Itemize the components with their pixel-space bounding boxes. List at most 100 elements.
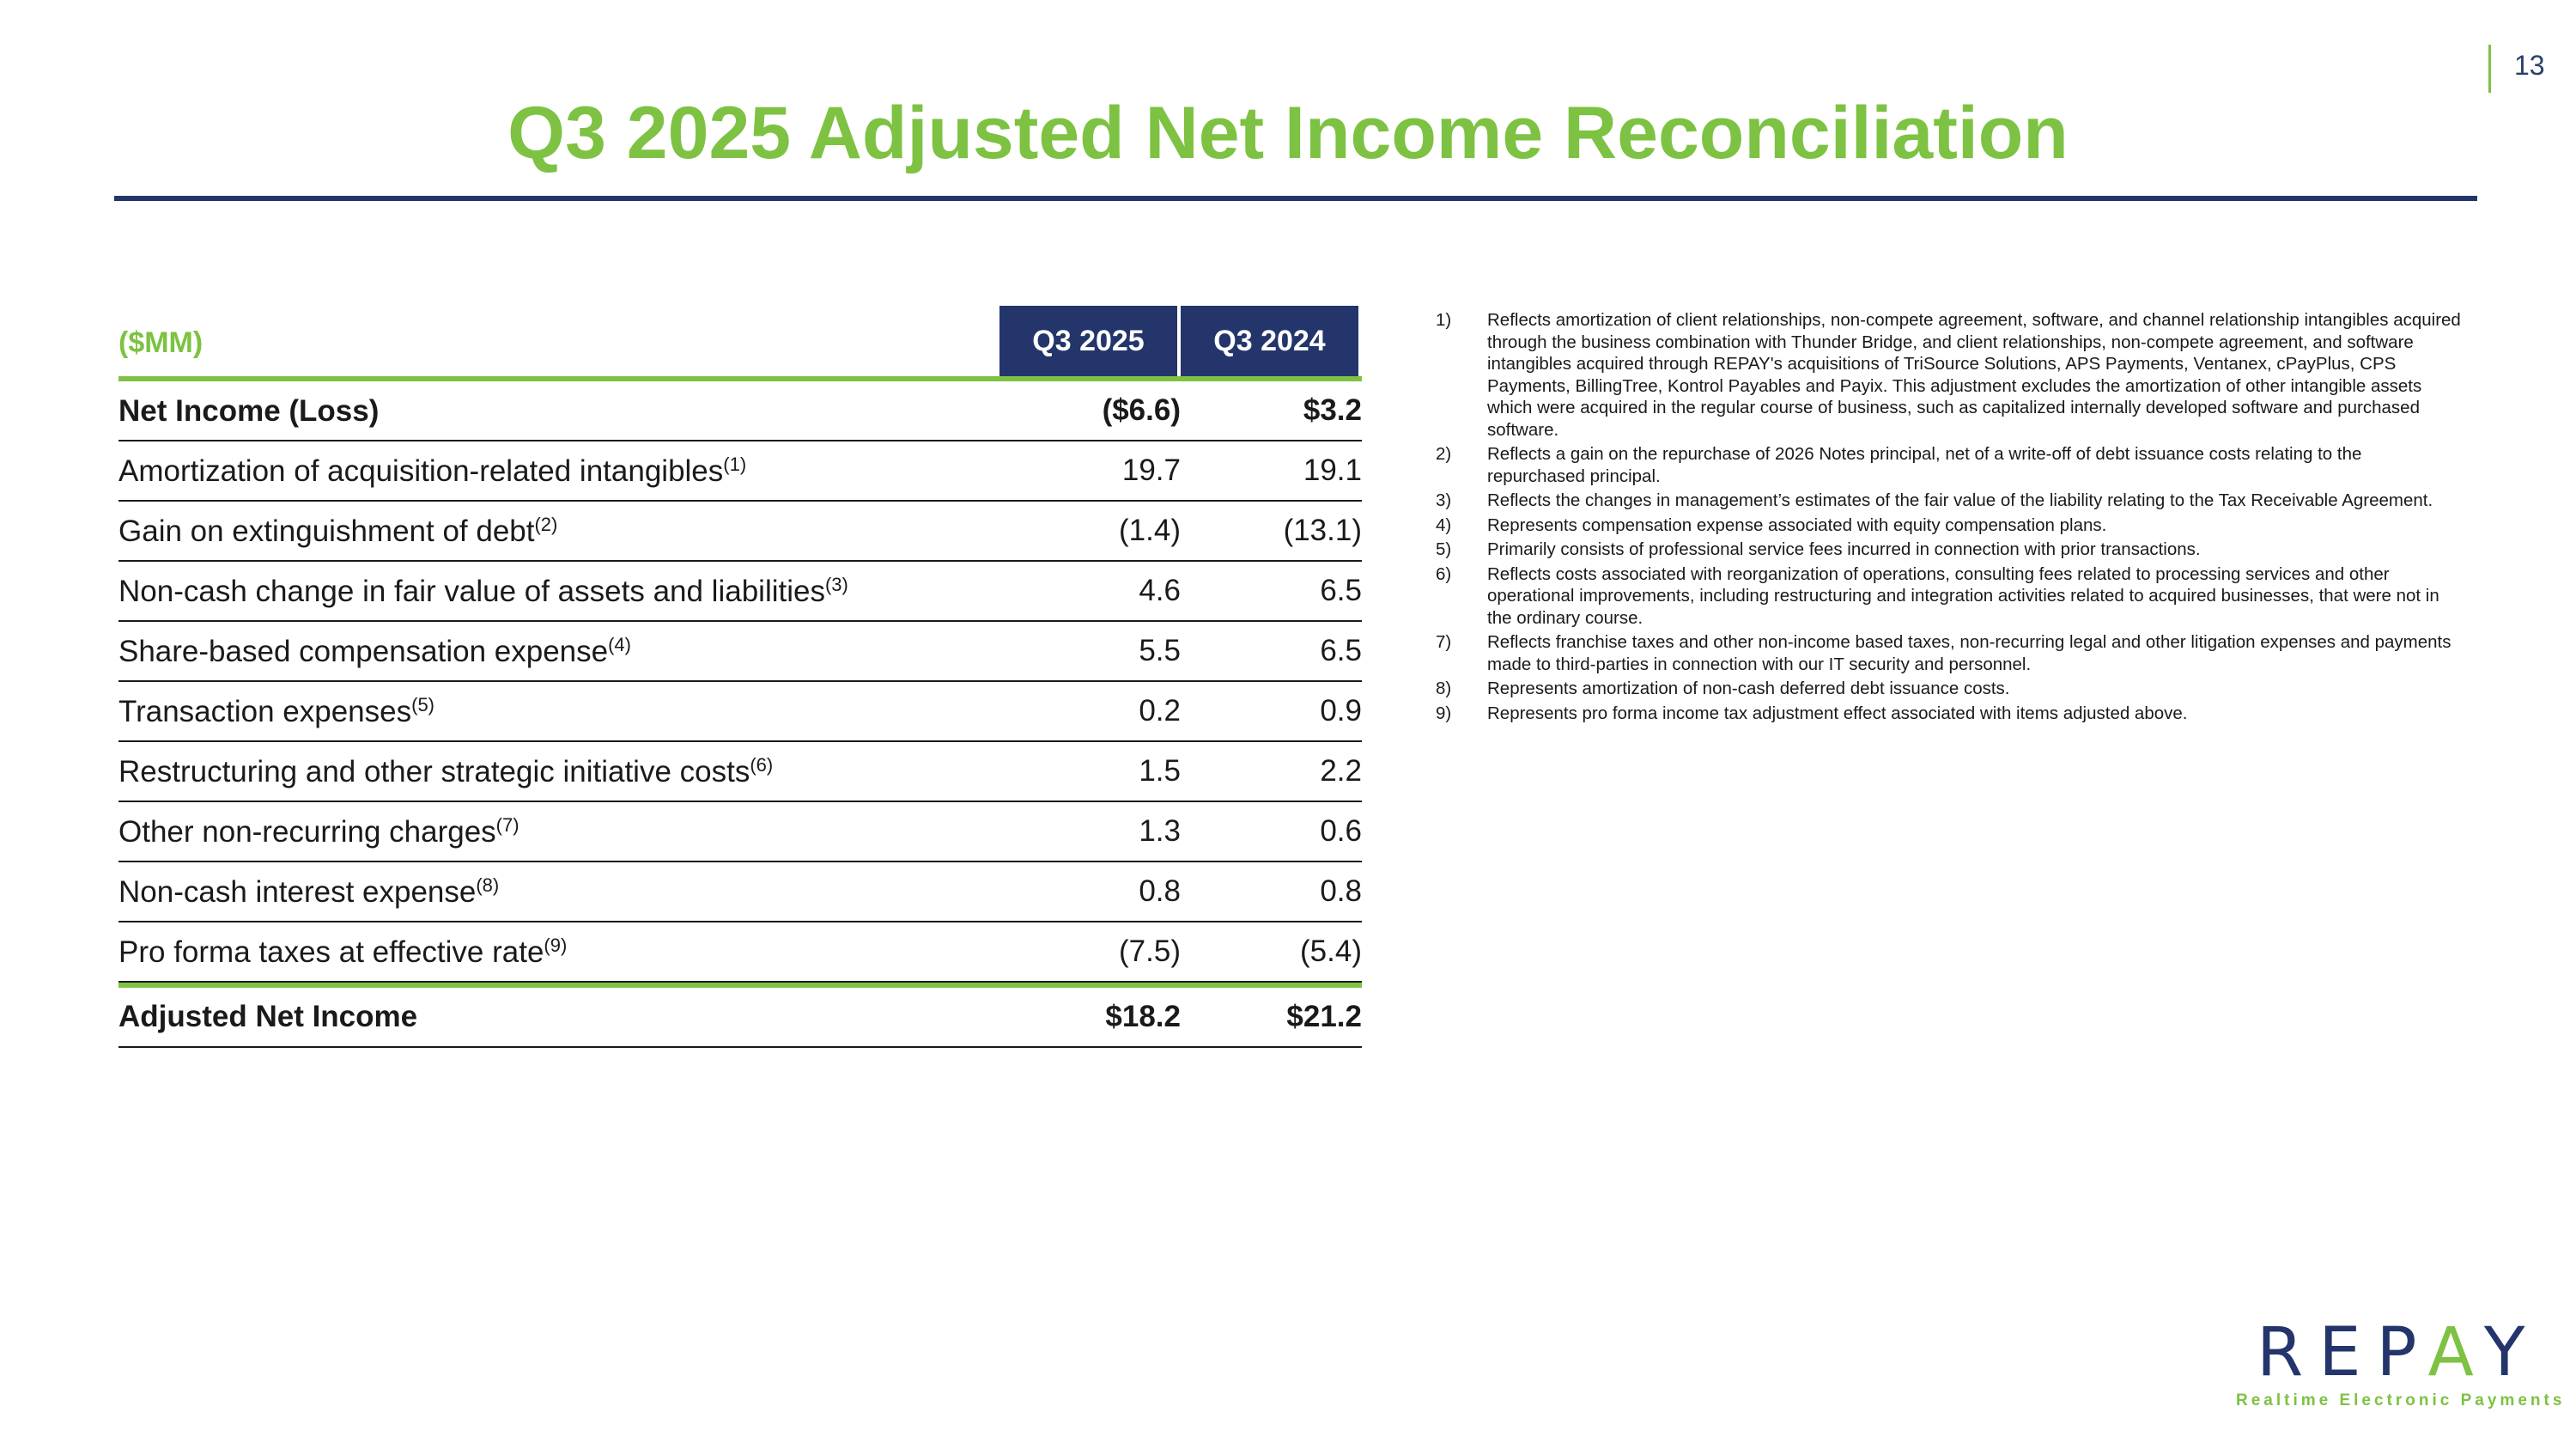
row-label-text: Transaction expenses [118,695,412,728]
row-footnote-ref: (1) [723,454,747,475]
total-row: Adjusted Net Income $18.2 $21.2 [118,988,1362,1048]
title-rule [114,196,2477,201]
row-label: Net Income (Loss) [118,393,379,429]
row-value-q3-2025: 1.5 [1139,754,1181,788]
row-label: Other non-recurring charges(7) [118,814,519,849]
row-value-q3-2024: 19.1 [1303,454,1362,487]
total-rule [118,983,1362,988]
table-header: ($MM) Q3 2025 Q3 2024 [118,306,1362,376]
row-label: Gain on extinguishment of debt(2) [118,514,557,549]
repay-logo: REPAY [2257,1314,2541,1391]
footnote-number: 3) [1436,490,1452,510]
total-label: Adjusted Net Income [118,1000,418,1033]
row-footnote-ref: (7) [495,814,519,836]
footnotes: 1) Reflects amortization of client relati… [1436,309,2462,727]
row-footnote-ref: (4) [608,634,631,655]
row-footnote-ref: (6) [750,754,774,776]
total-value-q3-2025: $18.2 [1105,1000,1181,1033]
footnote-text: Reflects costs associated with reorganiz… [1487,563,2439,628]
table-row: Amortization of acquisition-related inta… [118,441,1362,502]
row-footnote-ref: (3) [824,574,848,595]
header-rule [118,376,1362,381]
logo-mark: A [2427,1314,2484,1391]
footnote-number: 2) [1436,444,1452,464]
footnote-item: 4) Represents compensation expense associ… [1436,514,2462,537]
row-value-q3-2024: 0.8 [1320,874,1362,908]
table-row: Gain on extinguishment of debt(2) (1.4) (1… [118,502,1362,562]
row-value-q3-2024: (5.4) [1300,935,1362,968]
row-value-q3-2025: 19.7 [1121,454,1181,487]
footnote-number: 6) [1436,563,1452,584]
row-value-q3-2025: ($6.6) [1102,393,1181,427]
footnote-text: Represents pro forma income tax adjustme… [1487,703,2188,723]
row-value-q3-2024: 0.9 [1320,694,1362,728]
row-footnote-ref: (9) [544,935,568,956]
row-label: Restructuring and other strategic initia… [118,754,773,789]
row-value-q3-2024: $3.2 [1303,393,1362,427]
row-label: Non-cash change in fair value of assets … [118,574,848,609]
footnote-text: Reflects franchise taxes and other non-i… [1487,632,2451,674]
footnote-item: 1) Reflects amortization of client relati… [1436,309,2462,441]
table-row: Transaction expenses(5) 0.2 0.9 [118,682,1362,742]
row-footnote-ref: (2) [534,514,558,535]
table-row: Share-based compensation expense(4) 5.5 6.… [118,622,1362,682]
row-value-q3-2024: (13.1) [1283,514,1362,547]
footnote-text: Primarily consists of professional servi… [1487,539,2201,559]
row-label-text: Restructuring and other strategic initia… [118,755,750,788]
reconciliation-table: ($MM) Q3 2025 Q3 2024 Net Income (Loss) (… [118,306,1362,1048]
footnote-item: 8) Represents amortization of non-cash de… [1436,678,2462,700]
column-header-q3-2025: Q3 2025 [999,306,1177,376]
row-value-q3-2024: 6.5 [1320,634,1362,667]
footnote-number: 1) [1436,310,1452,330]
row-footnote-ref: (8) [476,874,500,896]
footnote-item: 5) Primarily consists of professional ser… [1436,539,2462,561]
logo-tagline: Realtime Electronic Payments [2236,1391,2566,1409]
row-value-q3-2025: (1.4) [1119,514,1181,547]
table-row: Net Income (Loss) ($6.6) $3.2 [118,381,1362,441]
row-label: Non-cash interest expense(8) [118,874,499,910]
footnote-number: 5) [1436,539,1452,559]
table-row: Restructuring and other strategic initia… [118,742,1362,802]
unit-label: ($MM) [118,326,204,359]
footnote-number: 9) [1436,703,1452,723]
row-label: Share-based compensation expense(4) [118,634,631,669]
row-label: Amortization of acquisition-related inta… [118,454,746,489]
row-label-text: Amortization of acquisition-related inta… [118,454,724,488]
footnote-number: 7) [1436,632,1452,652]
row-footnote-ref: (5) [411,694,435,715]
page-number-divider [2488,45,2491,93]
footnote-text: Reflects amortization of client relation… [1487,310,2461,440]
footnote-item: 9) Represents pro forma income tax adjust… [1436,703,2462,725]
footnote-item: 6) Reflects costs associated with reorgan… [1436,563,2462,630]
row-value-q3-2025: 1.3 [1139,814,1181,848]
row-value-q3-2025: 0.2 [1139,694,1181,728]
row-label-text: Share-based compensation expense [118,635,609,668]
column-header-q3-2024: Q3 2024 [1181,306,1358,376]
logo-text-a: REP [2257,1314,2428,1391]
row-value-q3-2025: 4.6 [1139,574,1181,607]
footnote-text: Reflects a gain on the repurchase of 202… [1487,444,2362,486]
row-value-q3-2025: (7.5) [1119,935,1181,968]
row-label-text: Other non-recurring charges [118,815,496,849]
row-label-text: Pro forma taxes at effective rate [118,935,544,969]
row-label-text: Non-cash interest expense [118,875,477,909]
row-value-q3-2024: 6.5 [1320,574,1362,607]
row-label: Pro forma taxes at effective rate(9) [118,935,567,970]
row-value-q3-2025: 5.5 [1139,634,1181,667]
footnote-text: Represents amortization of non-cash defe… [1487,679,2010,698]
table-row: Non-cash change in fair value of assets … [118,562,1362,622]
row-label: Transaction expenses(5) [118,694,434,729]
row-label-text: Non-cash change in fair value of assets … [118,575,825,608]
row-value-q3-2024: 0.6 [1320,814,1362,848]
row-value-q3-2024: 2.2 [1320,754,1362,788]
row-value-q3-2025: 0.8 [1139,874,1181,908]
logo-text-b: Y [2483,1314,2541,1391]
table-row: Pro forma taxes at effective rate(9) (7.5… [118,922,1362,983]
footnote-item: 3) Reflects the changes in management’s e… [1436,490,2462,512]
footnote-text: Represents compensation expense associat… [1487,514,2107,535]
footnote-text: Reflects the changes in management’s est… [1487,490,2433,510]
footnote-number: 8) [1436,679,1452,698]
table-row: Other non-recurring charges(7) 1.3 0.6 [118,802,1362,862]
page-number: 13 [2514,50,2545,81]
page-title: Q3 2025 Adjusted Net Income Reconciliati… [507,92,2069,174]
